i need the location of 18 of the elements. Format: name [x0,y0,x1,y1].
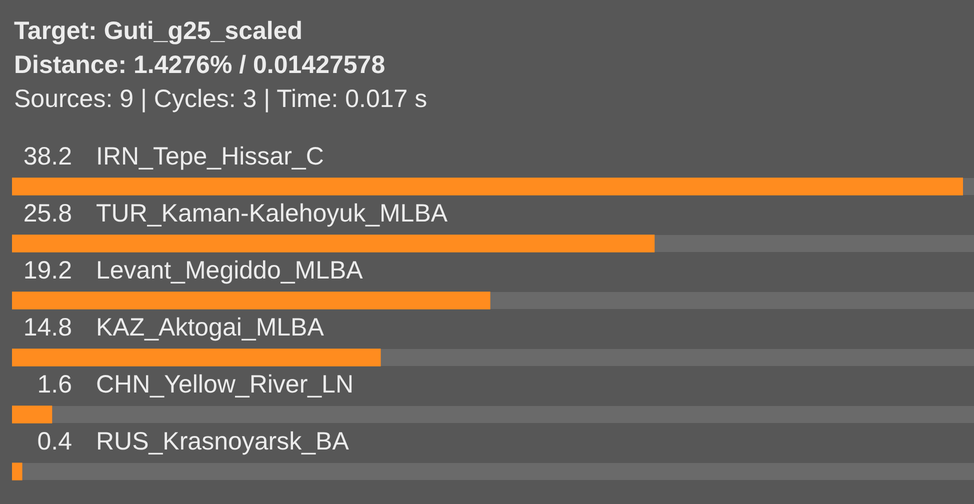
data-label: 25.8 [23,199,72,228]
y-tick-label: CHN_Yellow_River_LN [96,370,354,398]
data-label: 38.2 [23,142,72,170]
chart-title: Target: Guti_g25_scaled [14,16,304,47]
y-tick-label: TUR_Kaman-Kalehoyuk_MLBA [96,199,448,228]
bar [12,178,963,196]
y-tick-label: IRN_Tepe_Hissar_C [96,142,324,170]
data-label: 19.2 [23,256,72,284]
y-tick-label: KAZ_Aktogai_MLBA [96,313,324,342]
data-label: 1.6 [37,370,72,398]
chart-subtitle: Distance: 1.4276% / 0.01427578 [14,50,386,81]
y-tick-label: Levant_Megiddo_MLBA [96,256,364,284]
bar [12,462,22,480]
source-note: Sources: 9 | Cycles: 3 | Time: 0.017 s [14,84,428,115]
y-tick-label: RUS_Krasnoyarsk_BA [96,427,350,456]
data-label: 14.8 [23,313,72,342]
data-label: 0.4 [37,427,72,456]
bar [12,406,52,424]
